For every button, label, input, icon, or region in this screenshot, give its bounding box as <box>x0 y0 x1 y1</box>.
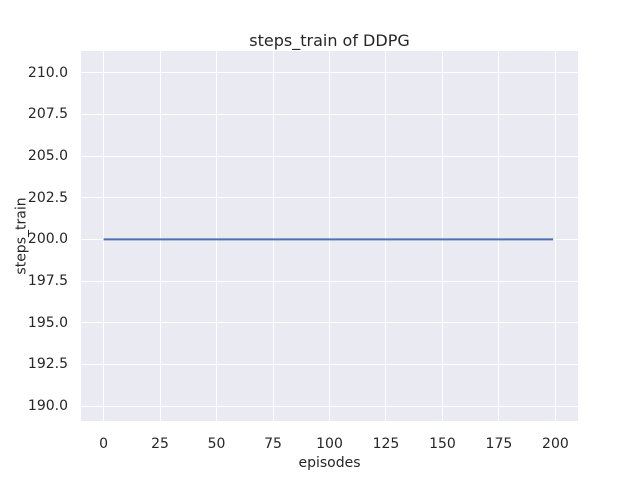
x-gridline <box>329 51 330 421</box>
x-gridline <box>441 51 443 421</box>
x-tick-label: 50 <box>207 436 226 452</box>
x-tick-label: 0 <box>99 436 109 452</box>
x-gridline <box>159 51 161 421</box>
y-tick-label: 192.5 <box>27 356 68 373</box>
x-gridline <box>498 51 500 421</box>
y-tick-label: 210.0 <box>27 64 68 81</box>
x-tick-label: 100 <box>316 436 343 452</box>
x-axis-label: episodes <box>298 455 361 471</box>
x-tick-label: 75 <box>264 436 282 452</box>
series-layer <box>103 238 554 241</box>
y-tick-label: 207.5 <box>27 106 68 123</box>
y-tick-label: 205.0 <box>27 148 68 164</box>
x-gridline <box>272 51 274 421</box>
x-tick-label: 150 <box>429 436 456 452</box>
x-tick-label: 125 <box>372 436 400 452</box>
x-tick-label: 175 <box>485 436 513 452</box>
y-tick-label: 190.0 <box>27 398 68 414</box>
chart-title: steps_train of DDPG <box>249 31 410 50</box>
y-tick-label: 200.0 <box>27 231 68 248</box>
x-tick-label: 200 <box>542 436 569 452</box>
x-gridline <box>385 51 387 421</box>
y-tick-label: 197.5 <box>27 273 68 289</box>
x-tick-label: 25 <box>151 436 169 452</box>
y-tick-label: 195.0 <box>27 314 68 331</box>
plot-area <box>81 51 578 421</box>
x-gridline <box>216 51 218 421</box>
y-tick-label: 202.5 <box>27 189 68 206</box>
x-gridline <box>103 51 105 421</box>
x-gridline <box>554 51 556 421</box>
